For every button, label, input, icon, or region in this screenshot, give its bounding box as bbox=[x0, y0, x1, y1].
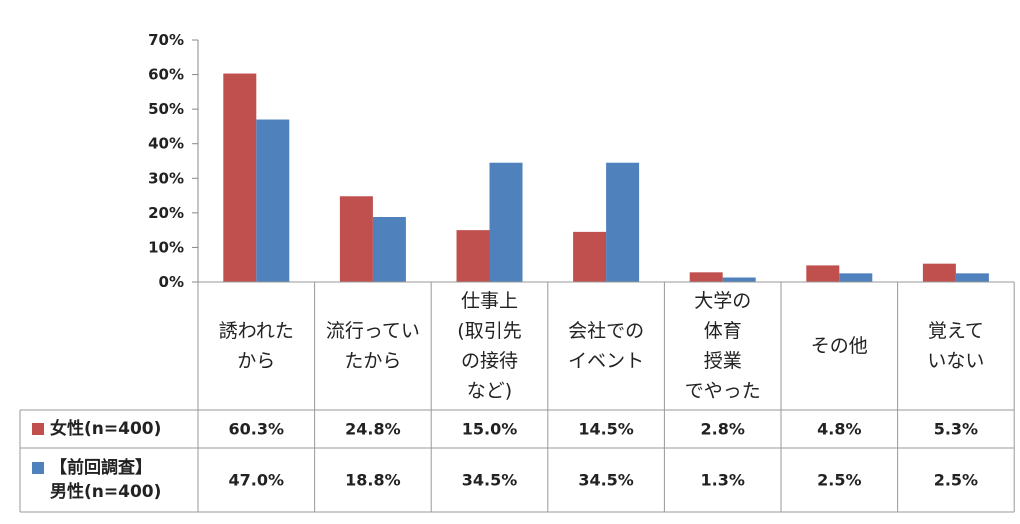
category-label-0: 誘われた bbox=[219, 320, 294, 342]
category-label-0: から bbox=[237, 350, 275, 372]
category-label-3: 会社での bbox=[568, 320, 644, 342]
value-cell-female-2: 15.0% bbox=[462, 420, 518, 439]
y-tick-label: 60% bbox=[148, 66, 184, 84]
bar-male-4 bbox=[722, 277, 756, 282]
value-cell-male-5: 2.5% bbox=[817, 471, 861, 490]
category-label-4: でやった bbox=[685, 380, 761, 402]
bar-male-0 bbox=[256, 119, 290, 282]
bar-male-1 bbox=[372, 217, 406, 282]
category-label-4: 体育 bbox=[704, 320, 742, 342]
value-cell-female-1: 24.8% bbox=[345, 420, 401, 439]
category-label-2: 仕事上 bbox=[461, 290, 518, 312]
bar-female-1 bbox=[339, 196, 373, 282]
category-label-2: など) bbox=[467, 380, 512, 402]
value-cell-female-3: 14.5% bbox=[578, 420, 634, 439]
bar-female-3 bbox=[573, 231, 607, 282]
y-tick-label: 30% bbox=[148, 169, 184, 187]
legend-label-male: 男性(n=400) bbox=[50, 481, 161, 502]
value-cell-female-4: 2.8% bbox=[701, 420, 745, 439]
category-label-6: 覚えて bbox=[928, 320, 984, 342]
category-label-6: いない bbox=[927, 350, 984, 372]
category-label-5: その他 bbox=[811, 335, 868, 357]
y-tick-label: 10% bbox=[148, 238, 184, 256]
bar-female-4 bbox=[689, 272, 723, 282]
value-cell-male-0: 47.0% bbox=[229, 471, 285, 490]
bar-male-3 bbox=[606, 162, 640, 282]
y-tick-label: 20% bbox=[148, 204, 184, 222]
legend-label-male: 【前回調査】 bbox=[50, 457, 152, 478]
y-tick-label: 40% bbox=[148, 135, 184, 153]
bar-female-5 bbox=[806, 265, 840, 282]
value-cell-male-1: 18.8% bbox=[345, 471, 401, 490]
category-label-2: (取引先 bbox=[457, 320, 521, 342]
bar-female-2 bbox=[456, 230, 490, 282]
bar-male-5 bbox=[839, 273, 873, 282]
legend-label-female: 女性(n=400) bbox=[50, 418, 161, 439]
value-cell-female-6: 5.3% bbox=[934, 420, 978, 439]
category-label-4: 大学の bbox=[694, 290, 751, 312]
value-cell-female-0: 60.3% bbox=[229, 420, 285, 439]
category-label-2: の接待 bbox=[461, 350, 518, 372]
category-label-1: 流行ってい bbox=[326, 320, 420, 342]
legend-swatch-female bbox=[32, 423, 44, 435]
bar-male-2 bbox=[489, 162, 523, 282]
bar-female-0 bbox=[223, 73, 257, 282]
value-cell-male-4: 1.3% bbox=[701, 471, 745, 490]
value-cell-male-2: 34.5% bbox=[462, 471, 518, 490]
value-cell-female-5: 4.8% bbox=[817, 420, 861, 439]
value-cell-male-3: 34.5% bbox=[578, 471, 634, 490]
category-label-4: 授業 bbox=[704, 350, 742, 372]
y-tick-label: 0% bbox=[159, 273, 184, 291]
bar-male-6 bbox=[955, 273, 989, 282]
category-label-1: たから bbox=[344, 350, 401, 372]
value-cell-male-6: 2.5% bbox=[934, 471, 978, 490]
legend-swatch-male bbox=[32, 462, 44, 474]
bar-female-6 bbox=[922, 263, 956, 282]
y-tick-label: 50% bbox=[148, 100, 184, 118]
category-label-3: イベント bbox=[568, 350, 644, 372]
y-tick-label: 70% bbox=[148, 31, 184, 49]
